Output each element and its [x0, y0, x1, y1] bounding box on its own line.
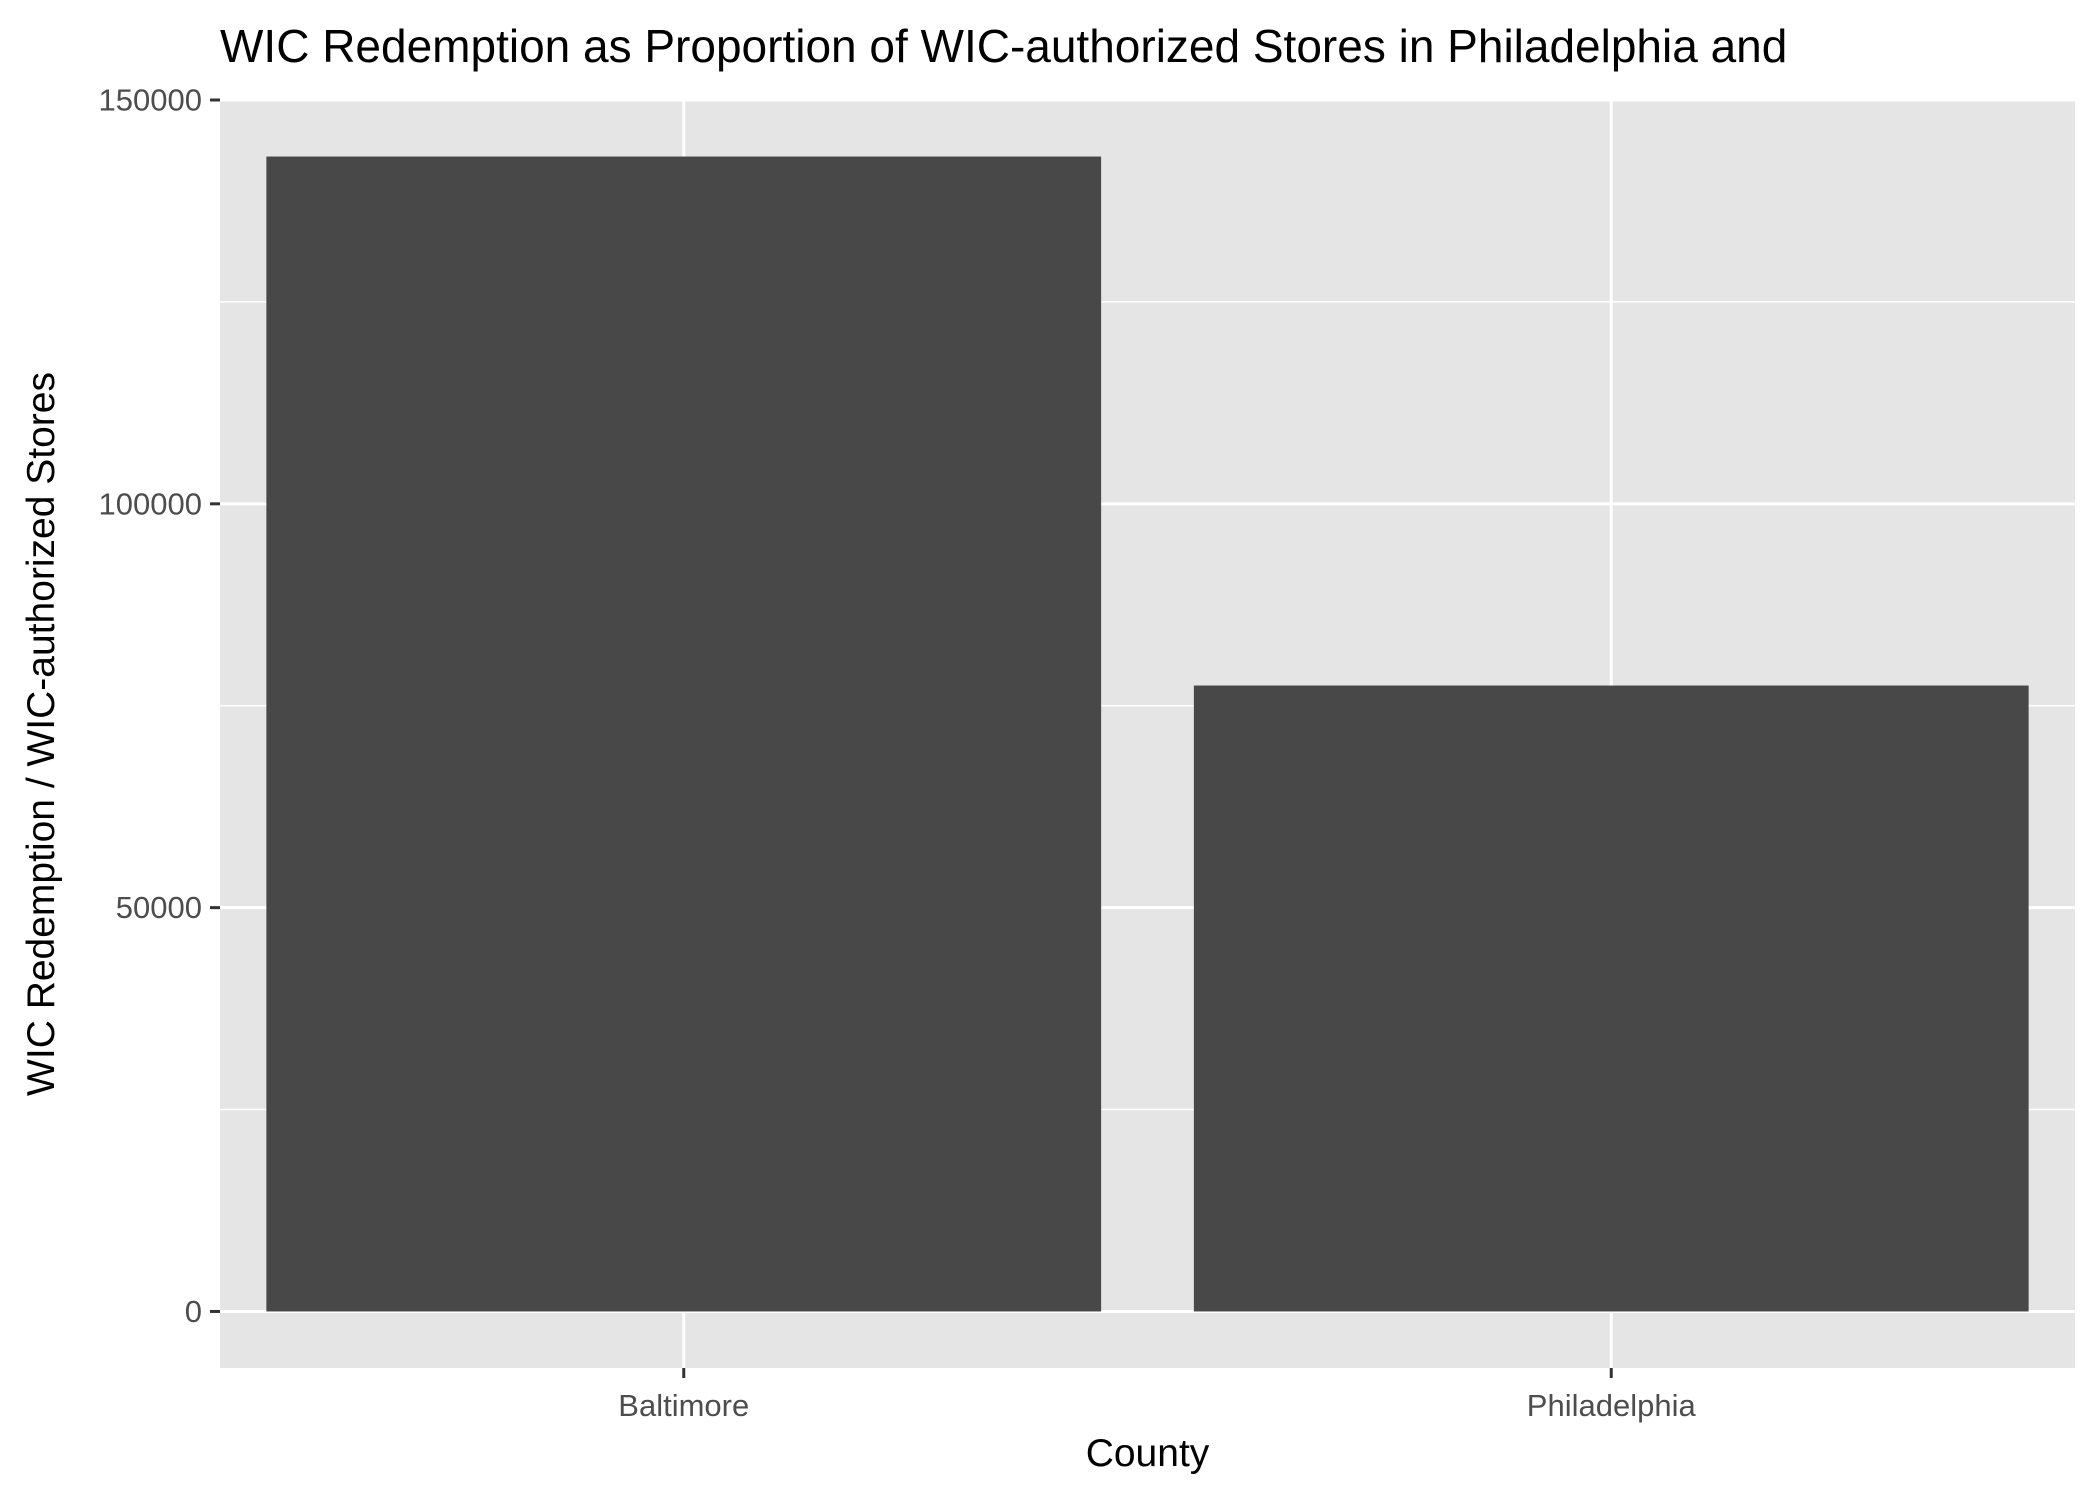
- y-tick-label: 100000: [99, 486, 202, 521]
- y-tick-label: 150000: [99, 83, 202, 118]
- y-tick-label: 0: [185, 1294, 202, 1329]
- y-axis-title: WIC Redemption / WIC-authorized Stores: [20, 372, 63, 1096]
- x-tick-label: Baltimore: [618, 1388, 749, 1423]
- x-axis: Baltimore Philadelphia: [618, 1368, 1696, 1423]
- y-tick-label: 50000: [116, 890, 202, 925]
- bar-philadelphia: [1193, 685, 2029, 1312]
- bar-baltimore: [266, 156, 1102, 1312]
- y-axis: 0 50000 100000 150000: [99, 83, 220, 1329]
- x-axis-title: County: [1086, 1432, 1210, 1475]
- chart-title: WIC Redemption as Proportion of WIC-auth…: [220, 20, 1787, 72]
- x-tick-label: Philadelphia: [1527, 1388, 1697, 1423]
- bar-series: [266, 156, 2029, 1312]
